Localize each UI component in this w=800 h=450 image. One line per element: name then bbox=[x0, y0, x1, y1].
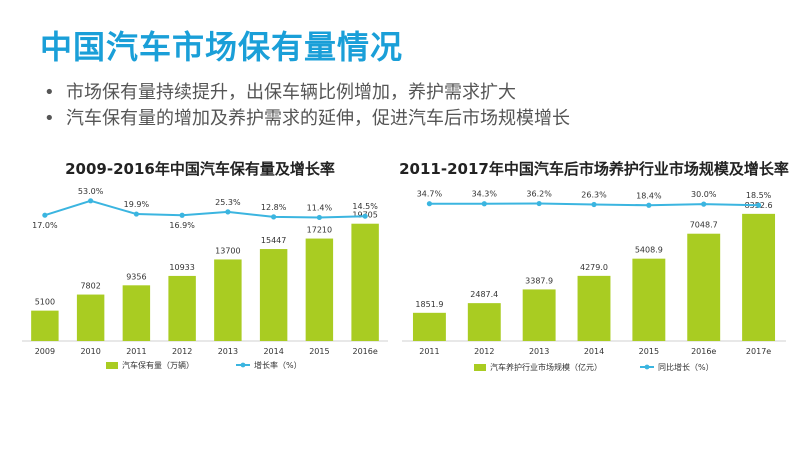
line-point bbox=[646, 202, 652, 208]
line-point bbox=[755, 202, 762, 208]
legend-label: 增长率（%） bbox=[254, 360, 302, 370]
bar bbox=[168, 275, 196, 341]
chart-title-right: 2011-2017年中国汽车后市场养护行业市场规模及增长率 bbox=[399, 160, 789, 178]
bar bbox=[412, 312, 446, 341]
line-value-label: 25.3% bbox=[215, 198, 241, 207]
bar-value-label: 4279.0 bbox=[580, 263, 608, 272]
line-point bbox=[426, 201, 433, 207]
x-tick-label: 2015 bbox=[639, 347, 659, 356]
bar bbox=[577, 275, 611, 341]
x-tick-label: 2013 bbox=[218, 347, 238, 356]
bar bbox=[687, 233, 721, 341]
line-point bbox=[42, 212, 48, 218]
x-tick-label: 2015 bbox=[309, 347, 329, 356]
line-point bbox=[362, 213, 368, 219]
legend-label: 汽车养护行业市场规模（亿元） bbox=[490, 362, 602, 372]
legend-marker bbox=[240, 362, 246, 368]
line-value-label: 18.4% bbox=[636, 191, 662, 200]
bar-value-label: 5100 bbox=[35, 298, 55, 307]
line-point bbox=[481, 201, 487, 207]
car-ownership-chart: 5100 2009 7802 2010 9356 2011 10933 2012 13700 20… bbox=[22, 187, 388, 370]
growth-line bbox=[44, 199, 366, 219]
bar bbox=[76, 294, 105, 341]
x-tick-label: 2011 bbox=[126, 347, 146, 356]
bar-value-label: 7802 bbox=[80, 282, 100, 291]
line-value-label: 19.9% bbox=[124, 200, 150, 209]
x-tick-label: 2014 bbox=[584, 347, 604, 356]
line-point bbox=[701, 201, 707, 207]
line-value-label: 26.3% bbox=[581, 191, 607, 200]
legend-marker bbox=[644, 364, 650, 370]
bar-value-label: 13700 bbox=[215, 246, 240, 255]
x-tick-label: 2012 bbox=[474, 347, 494, 356]
line-point bbox=[271, 214, 277, 220]
x-tick-label: 2014 bbox=[263, 347, 283, 356]
bar bbox=[351, 223, 379, 341]
line-value-label: 12.8% bbox=[261, 203, 287, 212]
x-tick-label: 2012 bbox=[172, 347, 192, 356]
bar bbox=[259, 249, 288, 341]
chart-title-left: 2009-2016年中国汽车保有量及增长率 bbox=[65, 160, 335, 178]
line-value-label: 11.4% bbox=[307, 203, 333, 212]
x-tick-label: 2011 bbox=[419, 347, 439, 356]
bar bbox=[522, 289, 556, 341]
bar-value-label: 5408.9 bbox=[635, 246, 663, 255]
line-value-label: 14.5% bbox=[352, 202, 378, 211]
legend-swatch-bar bbox=[106, 362, 118, 369]
line-value-label: 16.9% bbox=[169, 221, 195, 230]
line-value-label: 53.0% bbox=[78, 187, 104, 196]
line-point bbox=[591, 201, 597, 208]
legend-swatch-bar bbox=[474, 364, 486, 371]
bullet-item: 汽车保有量的增加及养护需求的延伸，促进汽车后市场规模增长 bbox=[40, 106, 570, 132]
line-point bbox=[88, 198, 94, 204]
x-tick-label: 2009 bbox=[35, 347, 55, 356]
line-point bbox=[225, 209, 231, 215]
bar bbox=[122, 285, 151, 341]
line-point bbox=[133, 211, 139, 217]
x-tick-label: 2017e bbox=[746, 347, 771, 356]
line-point bbox=[316, 214, 322, 221]
bullet-item: 市场保有量持续提升，出保车辆比例增加，养护需求扩大 bbox=[40, 80, 570, 106]
line-point bbox=[179, 212, 185, 218]
x-tick-label: 2016e bbox=[352, 347, 377, 356]
x-tick-label: 2013 bbox=[529, 347, 549, 356]
bar-value-label: 9356 bbox=[126, 272, 146, 281]
line-value-label: 34.3% bbox=[472, 190, 498, 199]
x-tick-label: 2016e bbox=[691, 347, 716, 356]
bar-value-label: 2487.4 bbox=[470, 290, 498, 299]
line-point bbox=[536, 200, 542, 207]
x-tick-label: 2010 bbox=[80, 347, 100, 356]
legend-label: 汽车保有量（万辆） bbox=[122, 360, 194, 370]
line-value-label: 17.0% bbox=[32, 221, 58, 230]
line-value-label: 18.5% bbox=[746, 191, 772, 200]
bar-value-label: 3387.9 bbox=[525, 276, 553, 285]
bar bbox=[742, 213, 776, 341]
bar-value-label: 17210 bbox=[307, 226, 332, 235]
bar-value-label: 1851.9 bbox=[415, 300, 443, 309]
maintenance-market-chart: 1851.9 2011 2487.4 2012 3387.9 2013 4279.0 2014… bbox=[402, 190, 786, 372]
bar bbox=[632, 258, 666, 341]
bar-value-label: 7048.7 bbox=[690, 221, 718, 230]
line-value-label: 36.2% bbox=[526, 190, 552, 199]
bar bbox=[31, 310, 59, 341]
bar-value-label: 15447 bbox=[261, 236, 286, 245]
bar-value-label: 10933 bbox=[169, 263, 194, 272]
bar bbox=[467, 303, 501, 341]
page-title: 中国汽车市场保有量情况 bbox=[40, 28, 404, 66]
line-value-label: 30.0% bbox=[691, 190, 717, 199]
line-value-label: 34.7% bbox=[417, 190, 443, 199]
bar bbox=[305, 238, 334, 341]
bullet-list: 市场保有量持续提升，出保车辆比例增加，养护需求扩大 汽车保有量的增加及养护需求的… bbox=[40, 80, 570, 132]
legend-label: 同比增长（%） bbox=[658, 362, 714, 372]
bar bbox=[214, 259, 242, 341]
